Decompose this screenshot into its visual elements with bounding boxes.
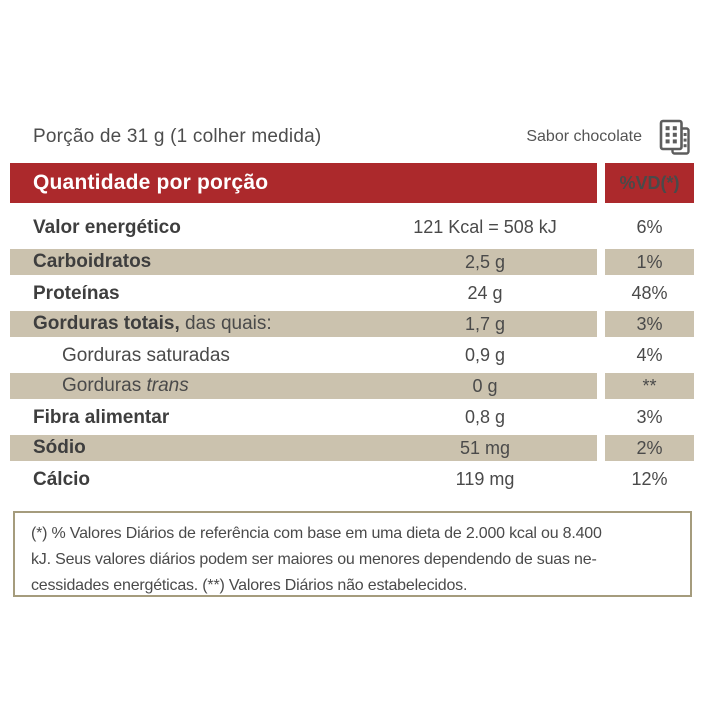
- nutrient-value: 1,7 g: [464, 313, 506, 334]
- serving-header: Porção de 31 g (1 colher medida) Sabor c…: [33, 116, 694, 158]
- quantity-header-label: Quantidade por porção: [33, 171, 269, 194]
- serving-size-text: Porção de 31 g (1 colher medida): [33, 126, 322, 147]
- vd-cell: 12%: [605, 464, 694, 495]
- vd-header-label: %VD(*): [619, 172, 680, 193]
- table-row-energy: Valor energético 121 Kcal = 508 kJ 6%: [10, 203, 694, 247]
- table-row-fiber: Fibra alimentar 0,8 g 3%: [10, 402, 694, 433]
- vd-cell: 4%: [605, 340, 694, 371]
- nutrient-label: Fibra alimentar: [33, 406, 170, 428]
- table-row-saturated-fat: Gorduras saturadas 0,9 g 4%: [10, 340, 694, 371]
- column-gap: [597, 402, 605, 433]
- vd-cell: 1%: [605, 247, 694, 278]
- vd-header-cell: %VD(*): [605, 163, 694, 203]
- nutrient-label: Gorduras totais, das quais:: [33, 313, 272, 334]
- column-gap: [597, 433, 605, 464]
- nutrient-label: Sódio: [33, 437, 86, 458]
- nutrient-value: 24 g: [467, 283, 503, 303]
- vd-value: 12%: [631, 469, 668, 489]
- nutrient-label: Cálcio: [33, 468, 91, 490]
- nutrient-cell: Proteínas 24 g: [10, 278, 597, 309]
- column-gap: [597, 278, 605, 309]
- nutrient-cell: Gorduras saturadas 0,9 g: [10, 340, 597, 371]
- table-header-row: Quantidade por porção %VD(*): [10, 163, 694, 203]
- footnote-line: kJ. Seus valores diários podem ser maior…: [31, 551, 597, 568]
- nutrient-value: 0 g: [472, 375, 498, 396]
- column-gap: [597, 464, 605, 495]
- column-gap: [597, 247, 605, 278]
- vd-value: 3%: [636, 313, 663, 334]
- nutrient-cell: Cálcio 119 mg: [10, 464, 597, 495]
- footnote-line: (*) % Valores Diários de referência com …: [31, 525, 602, 542]
- vd-value: 4%: [636, 345, 663, 365]
- nutrient-label: Valor energético: [33, 216, 181, 238]
- column-gap: [597, 371, 605, 402]
- vd-value: 2%: [636, 437, 663, 458]
- vd-value: 3%: [636, 407, 663, 427]
- nutrient-value: 119 mg: [455, 469, 515, 489]
- table-row-protein: Proteínas 24 g 48%: [10, 278, 694, 309]
- chocolate-bar-icon: [659, 119, 690, 155]
- nutrient-cell: Carboidratos 2,5 g: [10, 247, 597, 278]
- nutrient-value: 2,5 g: [464, 251, 506, 272]
- vd-cell: 3%: [605, 309, 694, 340]
- nutrient-cell: Fibra alimentar 0,8 g: [10, 402, 597, 433]
- table-row-sodium: Sódio 51 mg 2%: [10, 433, 694, 464]
- nutrient-label: Gorduras saturadas: [62, 344, 230, 366]
- column-gap: [597, 340, 605, 371]
- nutrient-cell: Valor energético 121 Kcal = 508 kJ: [10, 208, 597, 247]
- nutrient-label: Gorduras trans: [62, 375, 189, 396]
- nutrient-cell: Gorduras trans 0 g: [10, 371, 597, 402]
- vd-cell: **: [605, 371, 694, 402]
- flavor-text: Sabor chocolate: [526, 128, 642, 145]
- nutrient-value: 121 Kcal = 508 kJ: [413, 217, 557, 237]
- nutrient-value: 0,9 g: [464, 345, 506, 365]
- table-row-calcium: Cálcio 119 mg 12%: [10, 464, 694, 495]
- nutrient-value: 51 mg: [459, 437, 511, 458]
- quantity-header-cell: Quantidade por porção: [10, 163, 597, 203]
- nutrition-table: Quantidade por porção %VD(*) Valor energ…: [10, 163, 694, 495]
- table-row-trans-fat: Gorduras trans 0 g **: [10, 371, 694, 402]
- nutrient-cell: Sódio 51 mg: [10, 433, 597, 464]
- column-gap: [597, 163, 605, 203]
- vd-cell: 6%: [605, 208, 694, 247]
- vd-cell: 2%: [605, 433, 694, 464]
- nutrient-value: 0,8 g: [464, 407, 506, 427]
- table-row-carbs: Carboidratos 2,5 g 1%: [10, 247, 694, 278]
- column-gap: [597, 208, 605, 247]
- nutrient-cell: Gorduras totais, das quais: 1,7 g: [10, 309, 597, 340]
- table-row-total-fat: Gorduras totais, das quais: 1,7 g 3%: [10, 309, 694, 340]
- nutrient-label: Carboidratos: [33, 251, 152, 272]
- vd-value: 48%: [631, 283, 668, 303]
- column-gap: [597, 309, 605, 340]
- vd-value: 6%: [636, 217, 663, 237]
- vd-cell: 48%: [605, 278, 694, 309]
- footnote-line: cessidades energéticas. (**) Valores Diá…: [31, 577, 468, 594]
- vd-value: 1%: [636, 251, 663, 272]
- nutrient-label: Proteínas: [33, 282, 120, 304]
- vd-cell: 3%: [605, 402, 694, 433]
- daily-values-footnote: (*) % Valores Diários de referência com …: [13, 511, 692, 597]
- vd-value: **: [642, 375, 657, 396]
